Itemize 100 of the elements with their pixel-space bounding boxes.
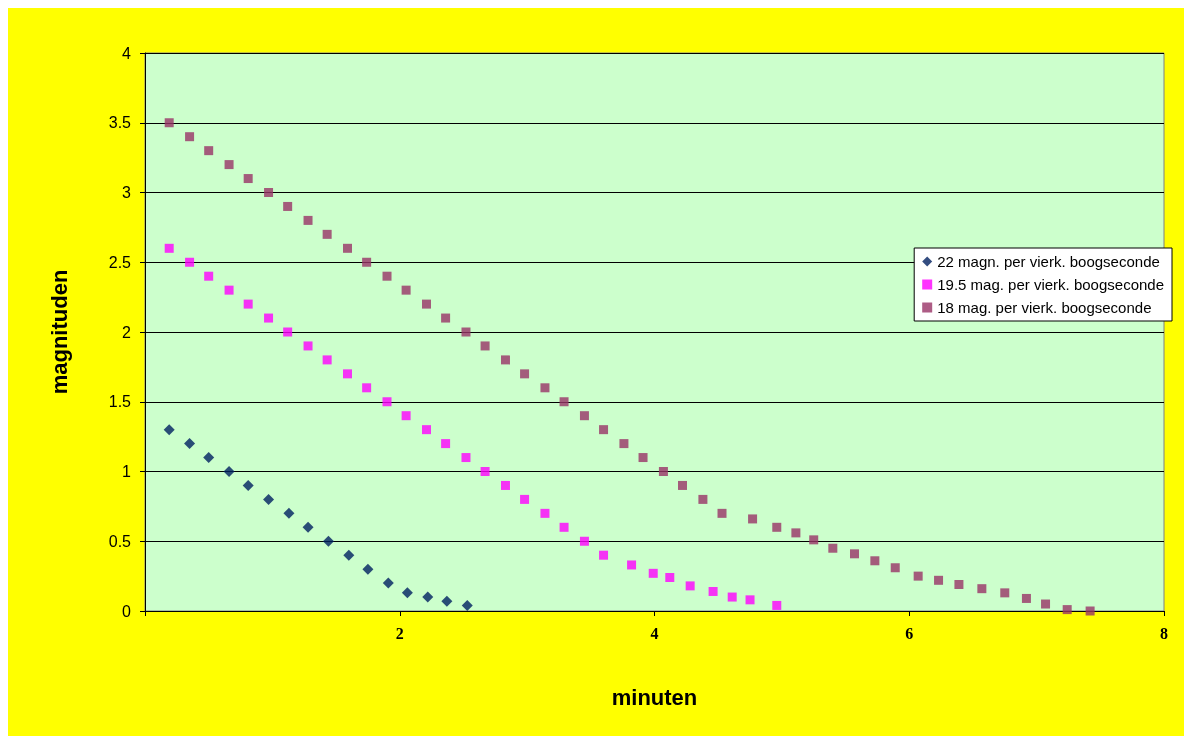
- point: [480, 341, 490, 351]
- point: [579, 411, 589, 421]
- point: [164, 243, 174, 253]
- point: [441, 595, 453, 607]
- point: [401, 411, 411, 421]
- point: [708, 586, 718, 596]
- point: [382, 577, 394, 589]
- point: [1021, 593, 1031, 603]
- point: [343, 369, 353, 379]
- point: [322, 355, 332, 365]
- point: [954, 579, 964, 589]
- point: [184, 438, 196, 450]
- point: [559, 522, 569, 532]
- point: [977, 584, 987, 594]
- point: [772, 522, 782, 532]
- x-tick-label: 2: [395, 624, 404, 642]
- point: [638, 453, 648, 463]
- legend-label: 22 magn. per vierk. boogseconde: [937, 253, 1160, 270]
- point: [665, 573, 675, 583]
- point: [461, 327, 471, 337]
- point: [362, 563, 374, 575]
- point: [264, 313, 274, 323]
- point: [934, 575, 944, 585]
- x-tick-label: 4: [650, 624, 659, 642]
- point: [283, 507, 295, 519]
- y-axis-title: magnituden: [46, 269, 72, 395]
- y-tick-label: 2.5: [108, 253, 132, 271]
- point: [480, 467, 490, 476]
- point: [559, 397, 569, 407]
- point: [461, 453, 471, 463]
- point: [243, 299, 253, 309]
- point: [599, 425, 609, 435]
- point: [809, 535, 819, 545]
- x-axis-title: minuten: [611, 684, 698, 710]
- y-tick-label: 3.5: [108, 114, 132, 132]
- y-tick-label: 0: [122, 602, 132, 620]
- point: [540, 508, 550, 518]
- point: [243, 174, 253, 184]
- point: [870, 556, 880, 566]
- point: [745, 595, 755, 605]
- point: [828, 543, 838, 553]
- point: [727, 592, 737, 602]
- point: [203, 452, 215, 464]
- point: [343, 243, 353, 253]
- point: [698, 494, 708, 504]
- point: [422, 299, 431, 309]
- point: [748, 514, 758, 524]
- point: [204, 146, 214, 156]
- point: [717, 508, 727, 518]
- point: [772, 600, 782, 610]
- point: [1062, 605, 1072, 615]
- point: [224, 285, 234, 295]
- point: [658, 467, 668, 476]
- point: [1000, 588, 1010, 598]
- y-tick-label: 0.5: [108, 532, 132, 550]
- point: [322, 535, 334, 547]
- point: [627, 560, 637, 570]
- point: [500, 355, 510, 365]
- point: [362, 257, 372, 267]
- point: [204, 271, 214, 281]
- point: [579, 536, 589, 546]
- point: [678, 480, 688, 490]
- point: [242, 479, 254, 491]
- point: [303, 215, 313, 225]
- point: [599, 550, 609, 560]
- point: [422, 425, 431, 435]
- y-tick-label: 1.5: [108, 393, 132, 411]
- point: [263, 493, 275, 505]
- point: [283, 327, 293, 337]
- point: [163, 424, 175, 436]
- point: [520, 494, 530, 504]
- point: [264, 188, 274, 197]
- point: [890, 563, 900, 573]
- point: [648, 568, 658, 578]
- point: [224, 160, 234, 170]
- point: [461, 599, 473, 611]
- point: [303, 341, 313, 351]
- point: [540, 383, 550, 393]
- point: [382, 271, 392, 281]
- y-tick-label: 3: [122, 184, 132, 201]
- point: [343, 549, 355, 561]
- point: [302, 521, 314, 533]
- point: [849, 549, 859, 559]
- point: [520, 369, 530, 379]
- x-tick-label: 6: [905, 624, 914, 642]
- point: [619, 439, 629, 449]
- point: [913, 571, 923, 581]
- point: [500, 480, 510, 490]
- point: [401, 587, 413, 599]
- point: [362, 383, 372, 393]
- point: [322, 229, 332, 239]
- point: [185, 132, 195, 142]
- x-tick-label: 8: [1160, 624, 1168, 642]
- point: [283, 201, 293, 211]
- y-tick-label: 1: [122, 463, 132, 480]
- point: [382, 397, 392, 407]
- point: [164, 118, 174, 128]
- y-tick-label: 4: [122, 44, 132, 62]
- point: [223, 466, 235, 477]
- point: [441, 313, 451, 323]
